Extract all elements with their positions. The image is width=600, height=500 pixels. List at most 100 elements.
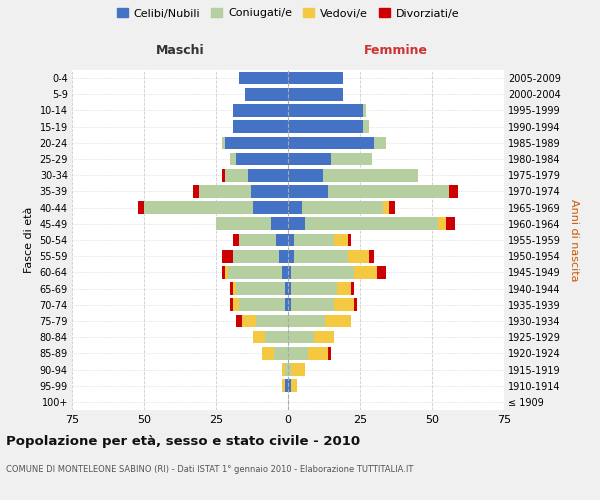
Bar <box>285 363 288 376</box>
Bar <box>236 282 285 295</box>
Bar <box>334 298 354 311</box>
Bar <box>334 234 349 246</box>
Bar <box>377 266 386 278</box>
Bar <box>383 202 389 214</box>
Bar <box>314 331 334 344</box>
Bar <box>233 298 239 311</box>
Bar <box>305 218 438 230</box>
Bar <box>291 298 334 311</box>
Bar <box>288 185 328 198</box>
Bar <box>224 136 288 149</box>
Y-axis label: Fasce di età: Fasce di età <box>24 207 34 273</box>
Bar <box>288 250 294 262</box>
Bar <box>138 202 144 214</box>
Bar <box>222 266 224 278</box>
Bar <box>294 234 334 246</box>
Bar <box>288 298 291 311</box>
Bar <box>389 202 395 214</box>
Bar <box>288 282 291 295</box>
Bar <box>354 298 357 311</box>
Bar <box>368 250 374 262</box>
Bar <box>233 120 288 133</box>
Bar <box>288 152 331 166</box>
Bar <box>262 347 274 360</box>
Bar <box>245 88 288 101</box>
Bar <box>288 363 291 376</box>
Bar <box>282 266 288 278</box>
Bar <box>282 380 285 392</box>
Bar <box>222 136 224 149</box>
Bar <box>438 218 446 230</box>
Bar <box>302 202 383 214</box>
Bar <box>248 169 288 181</box>
Bar <box>323 169 418 181</box>
Bar <box>216 218 271 230</box>
Bar <box>233 234 239 246</box>
Bar <box>288 218 305 230</box>
Bar <box>349 250 368 262</box>
Bar <box>349 234 352 246</box>
Legend: Celibi/Nubili, Coniugati/e, Vedovi/e, Divorziati/e: Celibi/Nubili, Coniugati/e, Vedovi/e, Di… <box>117 8 459 18</box>
Bar <box>288 120 363 133</box>
Bar <box>288 72 343 85</box>
Bar <box>288 266 291 278</box>
Bar <box>233 104 288 117</box>
Bar <box>285 298 288 311</box>
Bar <box>233 250 280 262</box>
Bar <box>224 169 248 181</box>
Bar <box>280 250 288 262</box>
Bar <box>193 185 199 198</box>
Bar <box>288 234 294 246</box>
Bar <box>233 282 236 295</box>
Y-axis label: Anni di nascita: Anni di nascita <box>569 198 580 281</box>
Bar <box>285 380 288 392</box>
Bar <box>199 185 251 198</box>
Bar <box>222 250 233 262</box>
Bar <box>291 380 296 392</box>
Bar <box>239 234 277 246</box>
Bar <box>144 202 253 214</box>
Text: COMUNE DI MONTELEONE SABINO (RI) - Dati ISTAT 1° gennaio 2010 - Elaborazione TUT: COMUNE DI MONTELEONE SABINO (RI) - Dati … <box>6 465 413 474</box>
Bar <box>288 314 325 328</box>
Bar <box>291 266 354 278</box>
Bar <box>291 282 337 295</box>
Bar <box>328 185 449 198</box>
Bar <box>222 169 224 181</box>
Bar <box>253 331 265 344</box>
Bar <box>288 331 314 344</box>
Bar <box>446 218 455 230</box>
Bar <box>285 282 288 295</box>
Bar <box>308 347 328 360</box>
Text: Femmine: Femmine <box>364 44 428 57</box>
Bar <box>236 152 288 166</box>
Bar <box>239 298 285 311</box>
Bar <box>230 152 236 166</box>
Bar <box>288 169 323 181</box>
Bar <box>239 72 288 85</box>
Bar <box>288 136 374 149</box>
Bar <box>242 314 256 328</box>
Bar <box>288 380 291 392</box>
Bar <box>288 347 308 360</box>
Bar <box>265 331 288 344</box>
Bar <box>256 314 288 328</box>
Bar <box>337 282 352 295</box>
Bar <box>352 282 354 295</box>
Bar <box>274 347 288 360</box>
Bar <box>251 185 288 198</box>
Bar <box>363 104 366 117</box>
Bar <box>363 120 368 133</box>
Bar <box>294 250 349 262</box>
Bar <box>449 185 458 198</box>
Bar <box>374 136 386 149</box>
Bar <box>253 202 288 214</box>
Bar <box>230 298 233 311</box>
Text: Popolazione per età, sesso e stato civile - 2010: Popolazione per età, sesso e stato civil… <box>6 435 360 448</box>
Bar <box>291 363 305 376</box>
Bar <box>331 152 371 166</box>
Bar <box>288 202 302 214</box>
Bar <box>227 266 282 278</box>
Bar <box>282 363 285 376</box>
Bar <box>277 234 288 246</box>
Bar <box>288 104 363 117</box>
